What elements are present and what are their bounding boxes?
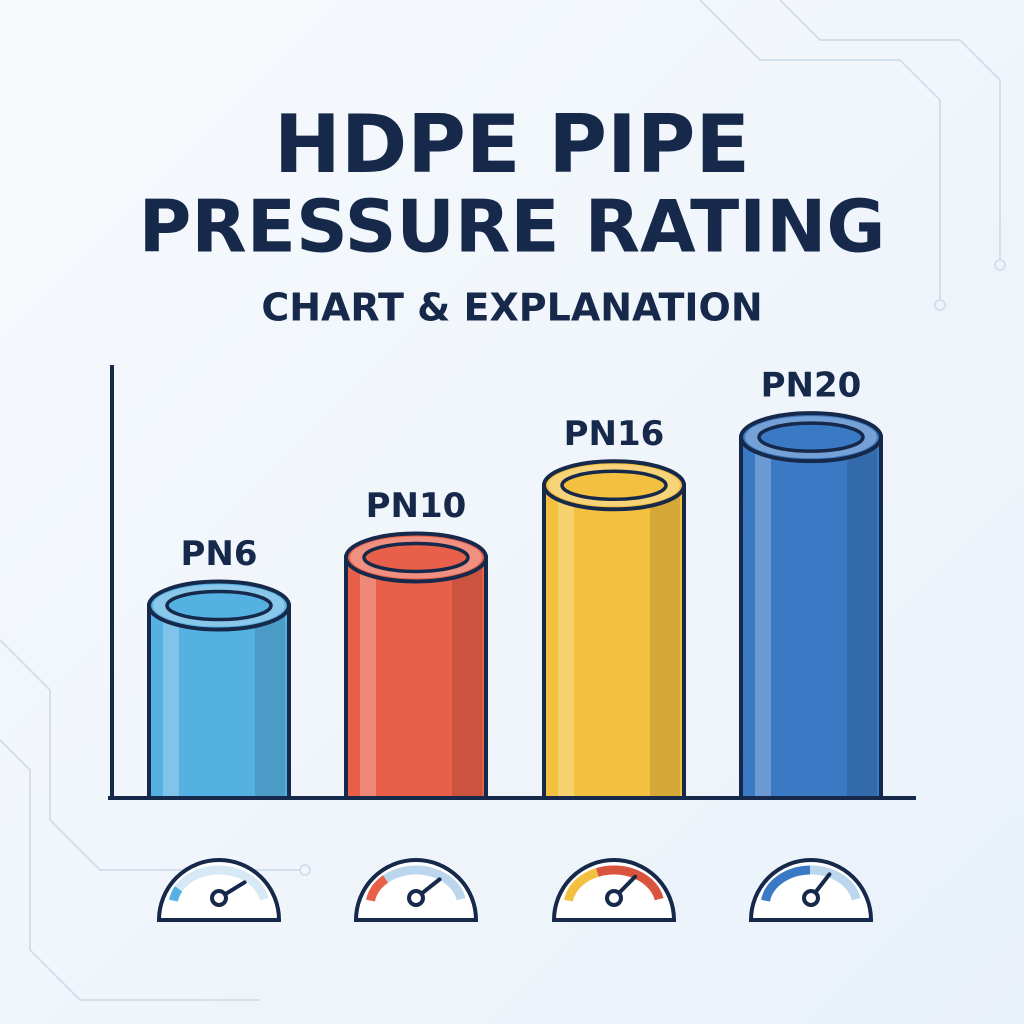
gauge-hub (210, 889, 228, 907)
value-label: PN6 (180, 534, 257, 574)
pipe-highlight (755, 447, 771, 796)
pipe-inner (362, 541, 470, 574)
bar (147, 603, 291, 800)
bar (739, 435, 883, 800)
chart-subtitle: CHART & EXPLANATION (261, 286, 762, 330)
pipe-inner (757, 421, 865, 453)
gauge-hub (605, 889, 623, 907)
pipe-shade (255, 615, 285, 796)
gauge-arc (809, 865, 861, 901)
circuit-decoration (0, 0, 1006, 1001)
gauge-arc (596, 865, 664, 901)
pipe-highlight (163, 615, 179, 796)
chart-title-line2: PRESSURE RATING (139, 185, 886, 269)
pipe-inner (560, 469, 668, 502)
gauge-arc (383, 865, 466, 901)
gauge-arc (761, 865, 811, 902)
pipe-shade (847, 447, 877, 796)
gauge-hub (407, 889, 425, 907)
pipe-shade (452, 567, 482, 796)
gauge-arc (366, 875, 389, 902)
chart-title: HDPE PIPE (274, 98, 750, 191)
value-label: PN10 (366, 486, 467, 526)
value-label: PN16 (564, 414, 665, 454)
gauge-hub (802, 889, 820, 907)
value-label: PN20 (761, 366, 862, 406)
pipe-highlight (558, 495, 574, 796)
gauge-arc (564, 868, 599, 902)
gauge-arc (169, 886, 183, 902)
pipe-shade (650, 495, 680, 796)
pipe-highlight (360, 567, 376, 796)
gauge-arc (174, 865, 269, 901)
pipe-inner (165, 589, 273, 622)
